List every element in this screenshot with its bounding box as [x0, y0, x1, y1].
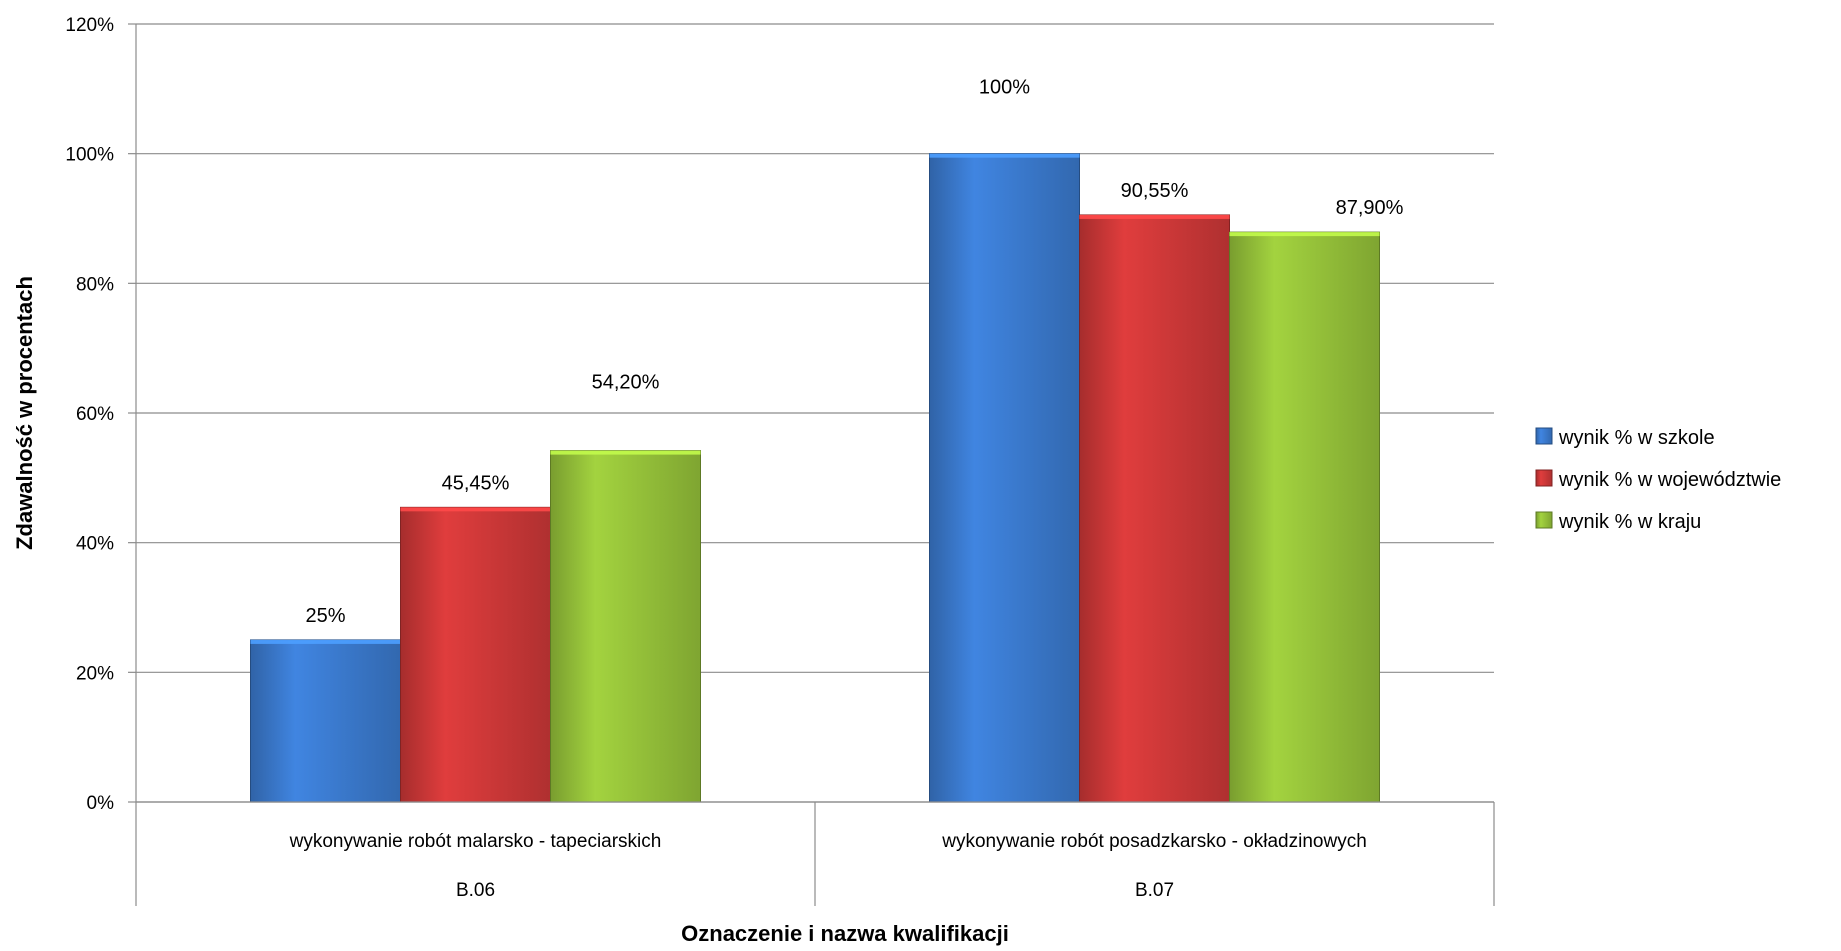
y-tick-label: 20% — [76, 663, 114, 684]
bar-wynik-w-szkole-b-06 — [250, 639, 401, 803]
y-tick-label: 80% — [76, 274, 114, 295]
x-axis: wykonywanie robót malarsko - tapeciarski… — [135, 801, 1495, 906]
bar-wynik-w-kraju-b-06 — [550, 450, 701, 803]
legend-label: wynik % w szkole — [1558, 427, 1715, 449]
legend-label: wynik % w kraju — [1558, 511, 1701, 533]
x-axis-title: Oznaczenie i nazwa kwalifikacji — [681, 921, 1009, 946]
legend-swatch — [1535, 469, 1553, 487]
data-label: 25% — [305, 605, 345, 627]
bar-wynik-w-wojew-dztwie-b-06 — [400, 506, 551, 803]
y-tick-labels: 0% 20% 40% 60% 80% 100% 120% — [65, 15, 114, 814]
data-label: 54,20% — [592, 372, 660, 394]
bar-wynik-w-szkole-b-07 — [929, 153, 1080, 803]
data-label: 90,55% — [1121, 180, 1189, 202]
data-label: 45,45% — [442, 472, 510, 494]
legend-swatch — [1535, 511, 1553, 529]
y-tick-label: 120% — [65, 15, 114, 36]
bar-top-highlight — [400, 507, 551, 512]
bars — [250, 153, 1380, 803]
bar-top-highlight — [550, 450, 701, 455]
y-tick-label: 60% — [76, 404, 114, 425]
y-tick-label: 40% — [76, 534, 114, 555]
bar-top-highlight — [250, 639, 401, 644]
bar-top-highlight — [1079, 214, 1230, 219]
category-code-label: B.07 — [1135, 880, 1174, 901]
legend-label: wynik % w województwie — [1558, 469, 1781, 491]
data-label: 100% — [979, 77, 1030, 99]
bar-top-highlight — [1229, 232, 1380, 237]
bar-top-highlight — [929, 153, 1080, 158]
y-tick-label: 100% — [65, 145, 114, 166]
bar-wynik-w-kraju-b-07 — [1229, 231, 1380, 803]
data-labels: 25% 45,45% 54,20% 100% 90,55% 87,90% — [305, 77, 1403, 627]
category-name-label: wykonywanie robót posadzkarsko - okładzi… — [941, 831, 1367, 852]
data-label: 87,90% — [1336, 197, 1404, 219]
bar-wynik-w-wojew-dztwie-b-07 — [1079, 214, 1230, 803]
y-axis-title: Zdawalność w procentach — [12, 276, 37, 550]
category-code-label: B.06 — [456, 880, 495, 901]
y-tick-label: 0% — [87, 793, 115, 814]
legend: wynik % w szkole wynik % w województwie wy… — [1535, 427, 1781, 533]
legend-swatch — [1535, 427, 1553, 445]
category-name-label: wykonywanie robót malarsko - tapeciarski… — [289, 831, 662, 852]
